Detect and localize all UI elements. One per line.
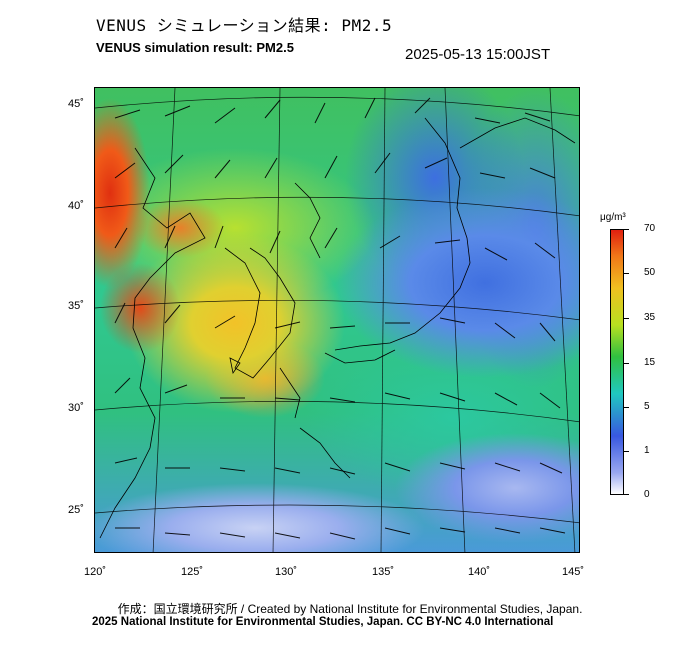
- lon-label-125: 125˚: [181, 566, 204, 578]
- colorbar-unit: μg/m³: [600, 212, 626, 223]
- coastlines: [99, 117, 576, 539]
- colorbar-label-5: 5: [644, 401, 650, 412]
- lon-label-135: 135˚: [372, 566, 395, 578]
- wind-vectors: [114, 97, 566, 540]
- map-overlay: [95, 88, 579, 552]
- lat-label-30: 30˚: [68, 402, 84, 414]
- colorbar-label-50: 50: [644, 267, 656, 278]
- colorbar-tick: [624, 229, 629, 230]
- colorbar-label-35: 35: [644, 312, 656, 323]
- colorbar-tick: [624, 363, 629, 364]
- credit-line: 作成：国立環境研究所 / Created by National Institu…: [117, 602, 583, 616]
- lon-label-120: 120˚: [84, 566, 107, 578]
- graticule: [95, 88, 579, 552]
- title-japanese: VENUS シミュレーション結果: PM2.5: [96, 16, 393, 35]
- lon-label-145: 145˚: [562, 566, 585, 578]
- lon-label-130: 130˚: [275, 566, 298, 578]
- lat-label-45: 45˚: [68, 98, 84, 110]
- colorbar-label-70: 70: [644, 223, 656, 234]
- colorbar-tick: [624, 451, 629, 452]
- lat-label-35: 35˚: [68, 300, 84, 312]
- colorbar-label-15: 15: [644, 357, 656, 368]
- colorbar-tick: [624, 273, 629, 274]
- title-english: VENUS simulation result: PM2.5: [96, 40, 294, 55]
- colorbar-tick: [624, 318, 629, 319]
- colorbar: [610, 229, 624, 495]
- colorbar-tick: [624, 407, 629, 408]
- colorbar-tick: [624, 494, 629, 495]
- colorbar-label-1: 1: [644, 445, 650, 456]
- timestamp: 2025-05-13 15:00JST: [405, 46, 551, 63]
- lon-label-140: 140˚: [468, 566, 491, 578]
- copyright-line: 2025 National Institute for Environmenta…: [92, 616, 554, 628]
- pm25-map: [94, 87, 580, 553]
- lat-label-40: 40˚: [68, 200, 84, 212]
- colorbar-label-0: 0: [644, 489, 650, 500]
- lat-label-25: 25˚: [68, 504, 84, 516]
